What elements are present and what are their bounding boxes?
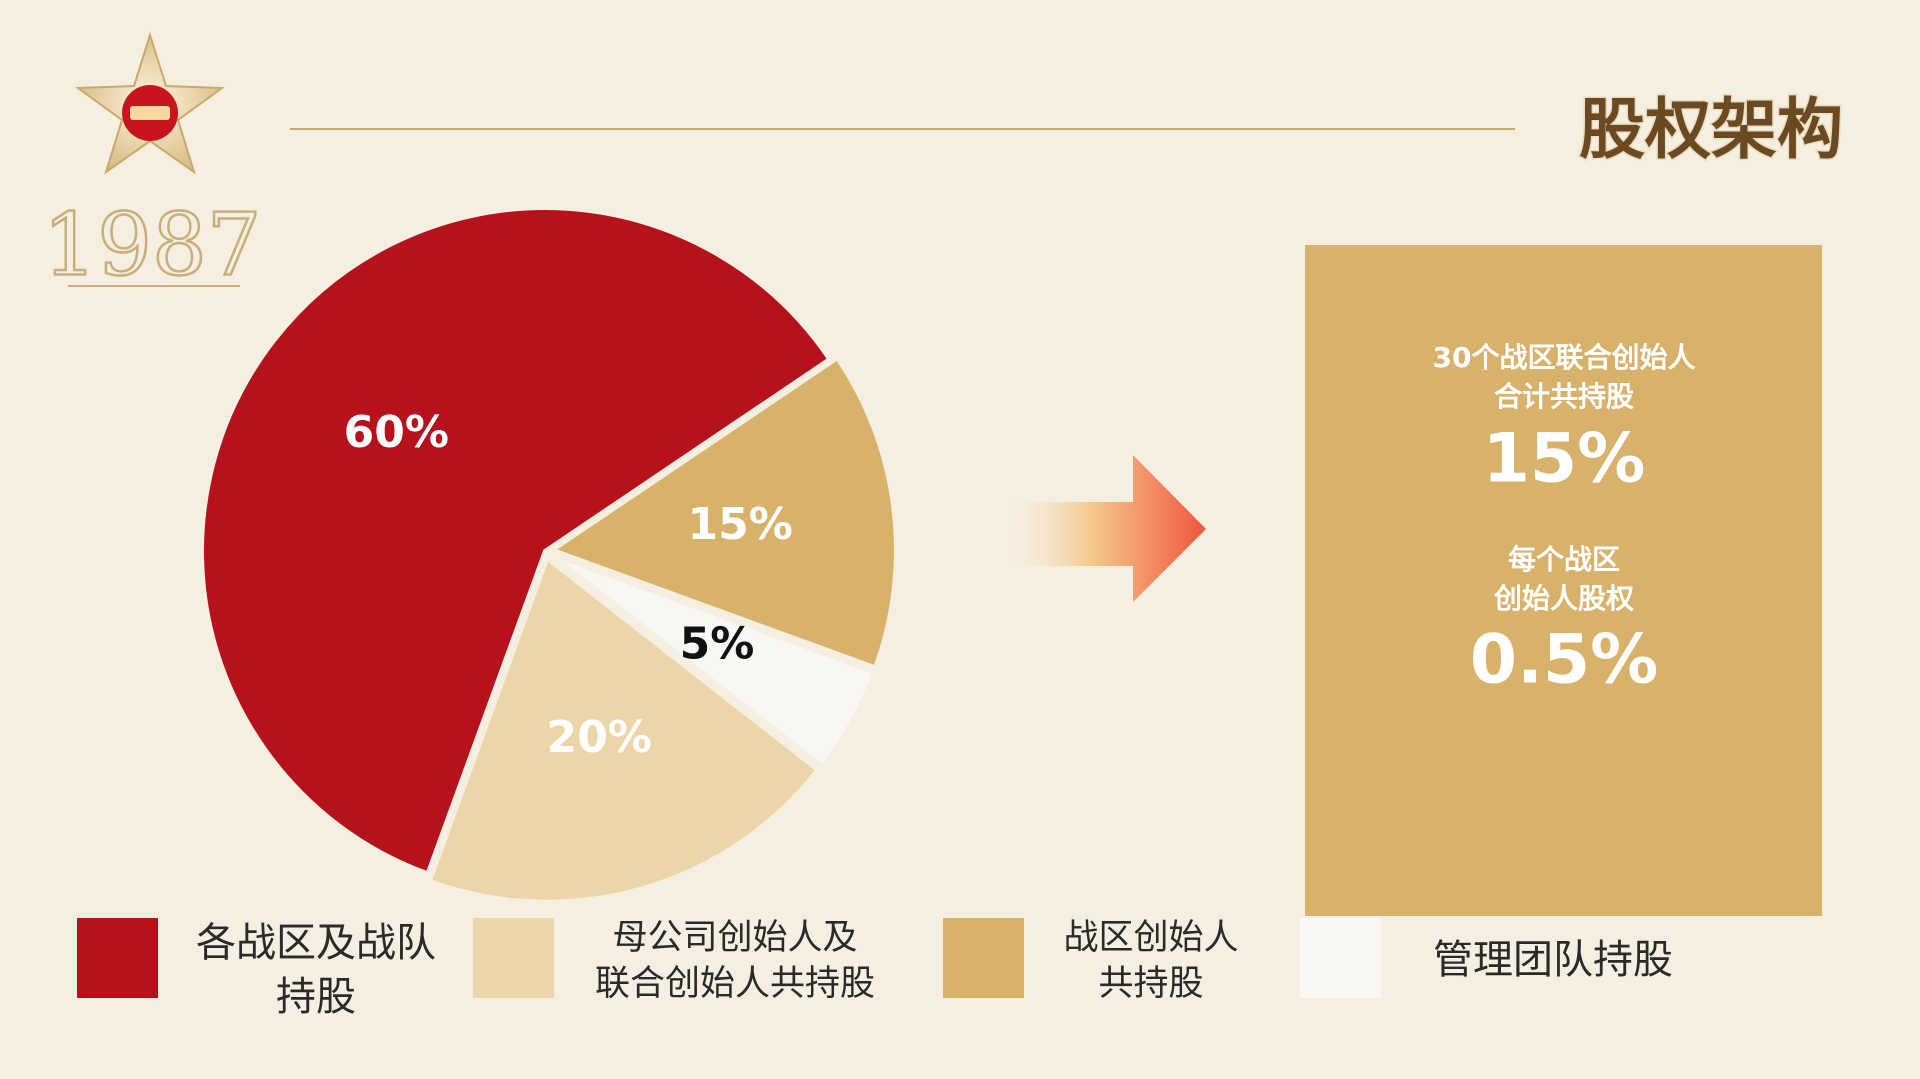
legend: 各战区及战队持股 母公司创始人及联合创始人共持股 战区创始人共持股 管理团队持股 bbox=[77, 918, 1673, 1020]
callout-line: 30个战区联合创始人 bbox=[1433, 341, 1696, 374]
pie-slice bbox=[200, 206, 833, 876]
legend-label: 母公司创始人及联合创始人共持股 bbox=[595, 918, 875, 1004]
pie: 60% 15% 5% 20% bbox=[200, 206, 898, 904]
callout-line: 合计共持股 bbox=[1494, 380, 1634, 413]
legend-label: 管理团队持股 bbox=[1433, 937, 1673, 983]
legend-swatch bbox=[943, 918, 1024, 998]
callout-line: 创始人股权 bbox=[1493, 582, 1634, 615]
value-label: 60% bbox=[344, 407, 449, 458]
pie-slice bbox=[427, 555, 821, 904]
callout-line: 15% bbox=[1483, 420, 1646, 499]
legend-label: 战区创始人共持股 bbox=[1063, 918, 1238, 1004]
callout-box bbox=[1305, 245, 1822, 916]
value-label: 20% bbox=[547, 712, 652, 763]
logo: 1987 bbox=[41, 31, 263, 297]
callout-line: 0.5% bbox=[1470, 621, 1659, 700]
legend-swatch bbox=[1300, 918, 1381, 998]
value-label: 15% bbox=[688, 499, 793, 550]
value-label: 5% bbox=[680, 618, 755, 669]
legend-swatch bbox=[77, 918, 158, 998]
arrow bbox=[998, 455, 1206, 602]
logo-text: 1987 bbox=[43, 196, 262, 296]
page-title: 股权架构 bbox=[1579, 91, 1843, 168]
legend-swatch bbox=[473, 918, 554, 998]
pie-slice bbox=[548, 355, 898, 670]
pie-slice bbox=[550, 552, 877, 769]
legend-label: 各战区及战队持股 bbox=[196, 920, 436, 1020]
callout-line: 每个战区 bbox=[1508, 543, 1620, 576]
